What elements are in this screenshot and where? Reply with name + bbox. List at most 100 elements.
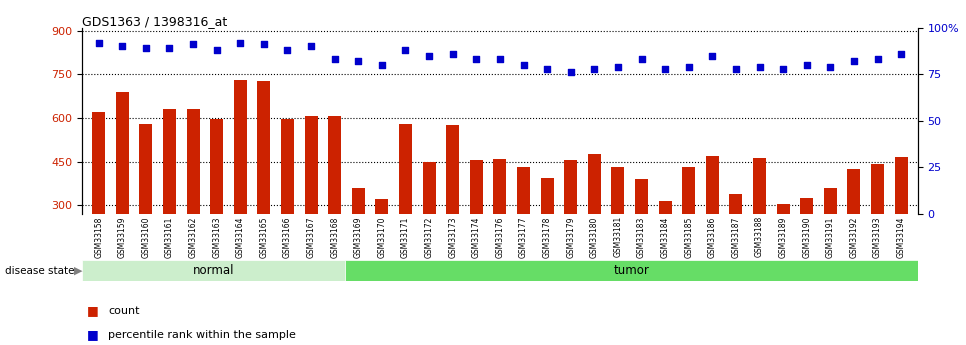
Text: GSM33178: GSM33178: [543, 216, 552, 258]
Bar: [753, 158, 766, 293]
Text: GSM33176: GSM33176: [496, 216, 504, 258]
Point: [586, 66, 602, 71]
Bar: [541, 178, 554, 293]
Bar: [352, 188, 365, 293]
Point: [233, 40, 248, 45]
Text: count: count: [108, 306, 140, 315]
Text: GSM33164: GSM33164: [236, 216, 244, 258]
Point: [752, 64, 767, 69]
Point: [115, 43, 130, 49]
Bar: [328, 116, 341, 293]
Text: disease state: disease state: [5, 266, 74, 276]
Point: [280, 47, 296, 53]
Text: tumor: tumor: [613, 264, 649, 277]
Bar: [304, 116, 318, 293]
Bar: [234, 80, 246, 293]
Text: GSM33180: GSM33180: [590, 216, 599, 258]
Text: GSM33186: GSM33186: [708, 216, 717, 258]
Point: [658, 66, 673, 71]
Text: GSM33183: GSM33183: [637, 216, 646, 258]
Bar: [800, 198, 813, 293]
Point: [681, 64, 696, 69]
Text: GSM33194: GSM33194: [896, 216, 906, 258]
Text: GSM33172: GSM33172: [425, 216, 434, 258]
Point: [894, 51, 909, 57]
Point: [823, 64, 838, 69]
Text: GSM33174: GSM33174: [471, 216, 481, 258]
Point: [185, 42, 201, 47]
Text: GSM33161: GSM33161: [165, 216, 174, 258]
Point: [846, 58, 862, 64]
Text: GSM33173: GSM33173: [448, 216, 457, 258]
Bar: [422, 162, 436, 293]
Bar: [682, 167, 696, 293]
Text: GSM33165: GSM33165: [259, 216, 269, 258]
Bar: [469, 160, 483, 293]
Text: GSM33191: GSM33191: [826, 216, 835, 258]
Bar: [847, 169, 861, 293]
Point: [799, 62, 814, 68]
Bar: [564, 160, 578, 293]
Bar: [376, 199, 388, 293]
Text: GSM33187: GSM33187: [731, 216, 741, 258]
Point: [374, 62, 389, 68]
Text: GSM33169: GSM33169: [354, 216, 363, 258]
Text: GSM33189: GSM33189: [779, 216, 787, 258]
Point: [492, 57, 508, 62]
Bar: [211, 119, 223, 293]
Text: GDS1363 / 1398316_at: GDS1363 / 1398316_at: [82, 16, 227, 29]
Bar: [186, 109, 200, 293]
Text: GSM33177: GSM33177: [519, 216, 528, 258]
Point: [563, 70, 579, 75]
Bar: [446, 125, 459, 293]
Text: GSM33170: GSM33170: [378, 216, 386, 258]
Text: GSM33190: GSM33190: [802, 216, 811, 258]
Point: [634, 57, 649, 62]
Bar: [399, 124, 412, 293]
Bar: [729, 194, 743, 293]
Text: GSM33179: GSM33179: [566, 216, 575, 258]
Point: [776, 66, 791, 71]
Point: [469, 57, 484, 62]
Bar: [163, 109, 176, 293]
Point: [161, 45, 177, 51]
Text: GSM33171: GSM33171: [401, 216, 410, 258]
Text: GSM33168: GSM33168: [330, 216, 339, 258]
Bar: [257, 81, 270, 293]
Point: [91, 40, 106, 45]
Point: [209, 47, 224, 53]
Text: GSM33184: GSM33184: [661, 216, 669, 258]
Bar: [659, 201, 671, 293]
Text: GSM33159: GSM33159: [118, 216, 127, 258]
Bar: [345, 260, 918, 281]
Point: [303, 43, 319, 49]
Point: [704, 53, 720, 58]
Text: GSM33158: GSM33158: [94, 216, 103, 258]
Point: [398, 47, 413, 53]
Bar: [611, 167, 624, 293]
Bar: [281, 119, 294, 293]
Bar: [895, 157, 908, 293]
Text: GSM33185: GSM33185: [684, 216, 694, 258]
Text: GSM33160: GSM33160: [141, 216, 151, 258]
Text: GSM33193: GSM33193: [873, 216, 882, 258]
Text: GSM33192: GSM33192: [849, 216, 859, 258]
Text: GSM33188: GSM33188: [755, 216, 764, 257]
Bar: [588, 154, 601, 293]
Bar: [517, 167, 530, 293]
Text: percentile rank within the sample: percentile rank within the sample: [108, 330, 296, 339]
Text: ■: ■: [87, 328, 99, 341]
Text: GSM33181: GSM33181: [613, 216, 622, 257]
Point: [138, 45, 154, 51]
Point: [351, 58, 366, 64]
Text: GSM33167: GSM33167: [306, 216, 316, 258]
Text: GSM33163: GSM33163: [213, 216, 221, 258]
Bar: [116, 92, 128, 293]
Bar: [82, 260, 345, 281]
Text: ■: ■: [87, 304, 99, 317]
Bar: [706, 156, 719, 293]
Text: normal: normal: [192, 264, 234, 277]
Text: GSM33162: GSM33162: [188, 216, 198, 258]
Text: ▶: ▶: [74, 266, 83, 276]
Bar: [777, 204, 789, 293]
